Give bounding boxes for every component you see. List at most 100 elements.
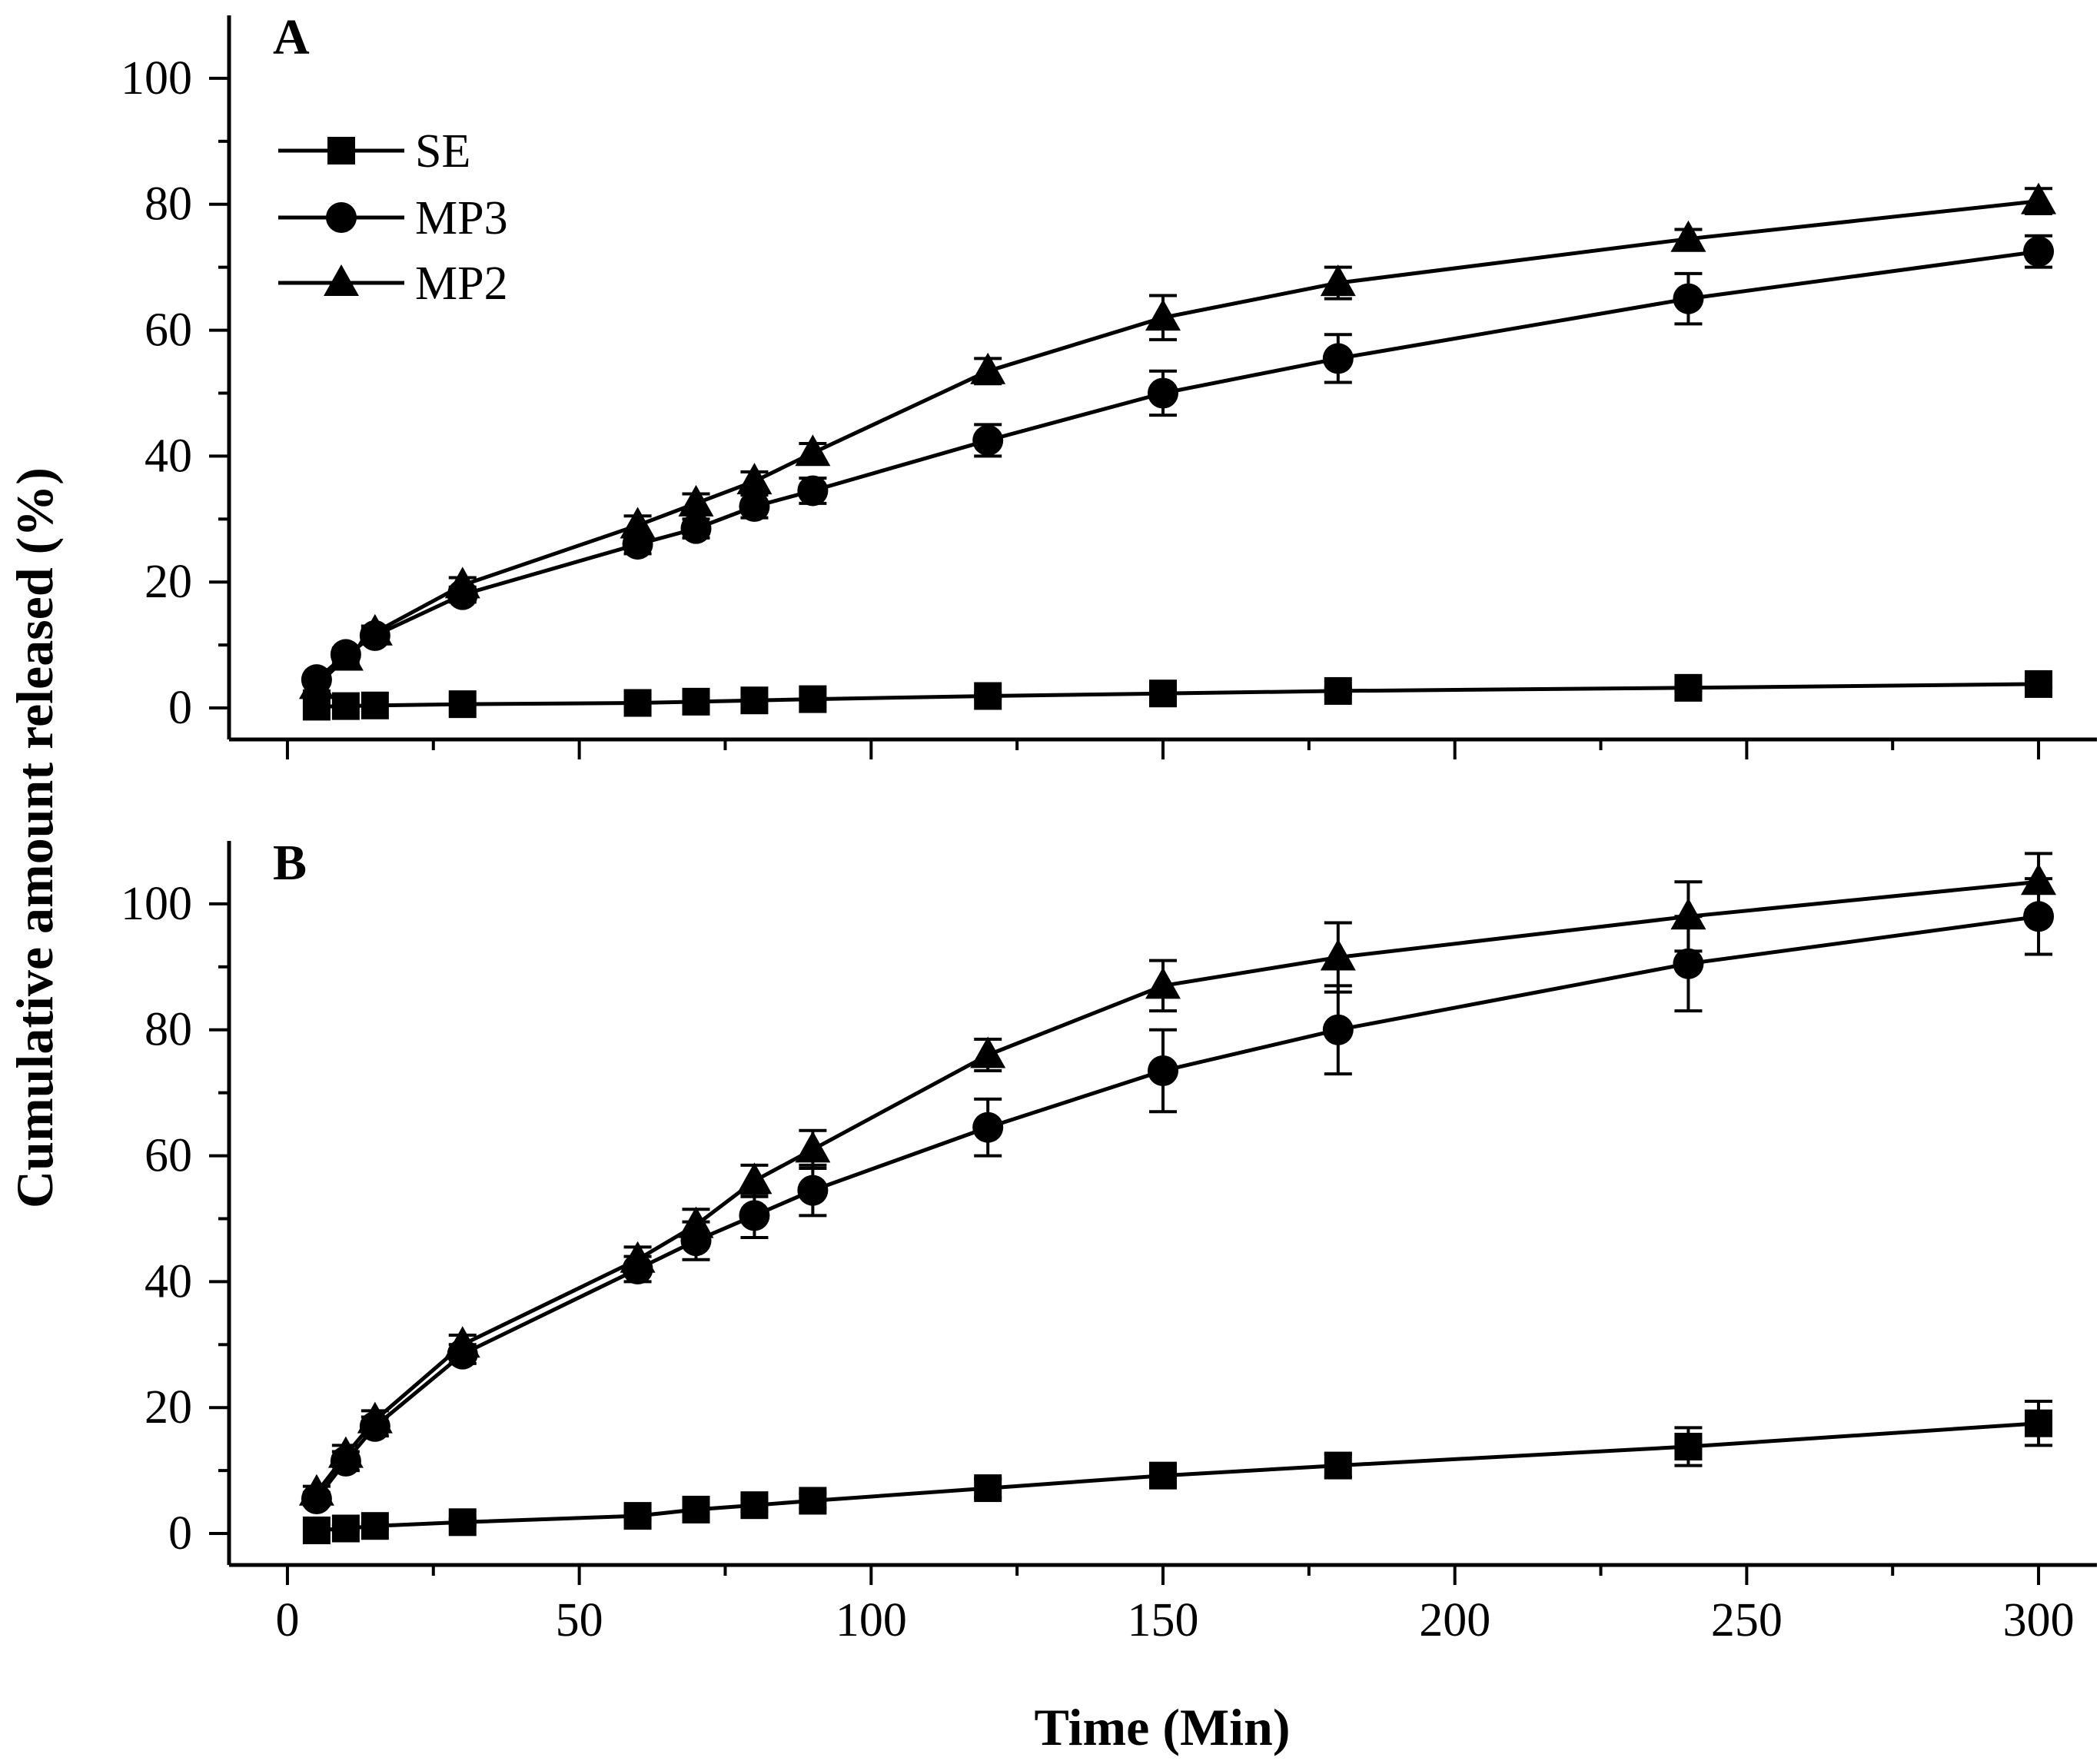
x-tick-label: 200 <box>1419 1594 1490 1646</box>
legend-label: MP3 <box>415 192 508 244</box>
panel-b-marks <box>298 852 2057 1544</box>
data-point-mp3 <box>2023 901 2055 932</box>
data-point-se <box>1324 676 1352 705</box>
data-point-mp3 <box>2023 236 2055 267</box>
data-point-mp2 <box>795 434 831 467</box>
data-point-mp3 <box>1322 343 1354 374</box>
data-point-se <box>799 1487 827 1515</box>
data-point-se <box>682 687 710 716</box>
data-point-mp2 <box>678 1206 714 1238</box>
data-point-mp3 <box>1322 1014 1354 1045</box>
data-point-mp3 <box>972 424 1004 456</box>
legend-marker-mp2 <box>324 264 359 296</box>
data-point-mp2 <box>736 1162 773 1194</box>
data-point-se <box>740 1491 769 1520</box>
y-tick-label: 40 <box>145 1255 192 1307</box>
data-point-mp2 <box>327 1436 364 1468</box>
data-point-mp2 <box>736 463 773 495</box>
panel-b-label: B <box>273 835 307 891</box>
x-tick-label: 50 <box>556 1594 603 1646</box>
data-point-se <box>448 1508 477 1537</box>
data-point-mp3 <box>739 490 770 522</box>
data-point-se <box>361 1512 389 1540</box>
data-point-se <box>623 1502 652 1530</box>
y-axis-title: Cumulative amount released (%) <box>5 467 64 1208</box>
data-point-mp2 <box>298 1474 334 1506</box>
data-point-mp2 <box>970 1036 1006 1068</box>
data-point-se <box>623 689 652 717</box>
data-point-mp2 <box>1320 264 1356 297</box>
data-point-se <box>2025 1409 2053 1437</box>
data-point-mp2 <box>1145 967 1181 999</box>
panel-a: A 0 20 40 60 80 100 SE MP3 MP2 <box>121 9 2097 759</box>
legend: SE MP3 MP2 <box>278 125 508 310</box>
x-tick-label: 100 <box>836 1594 907 1646</box>
data-point-mp2 <box>357 1401 393 1434</box>
data-point-mp2 <box>678 484 714 517</box>
data-point-se <box>740 686 769 715</box>
data-point-mp2 <box>620 507 656 539</box>
data-point-mp2 <box>795 1131 831 1163</box>
data-point-mp2 <box>327 639 364 671</box>
data-point-se <box>974 1474 1002 1503</box>
legend-marker-se <box>327 137 355 164</box>
data-point-se <box>2025 670 2053 698</box>
data-point-mp3 <box>1673 948 1704 979</box>
data-point-mp3 <box>1148 1055 1178 1086</box>
panel-a-label: A <box>273 9 310 65</box>
x-tick-label: 250 <box>1711 1594 1783 1646</box>
data-point-se <box>361 691 389 719</box>
x-axis-title: Time (Min) <box>1034 1698 1290 1756</box>
legend-entry-mp2: MP2 <box>278 258 508 310</box>
data-point-mp3 <box>680 513 712 544</box>
legend-entry-mp3: MP3 <box>278 192 508 244</box>
data-point-mp3 <box>797 1175 829 1206</box>
y-tick-label: 80 <box>145 178 192 231</box>
data-point-se <box>302 1516 331 1544</box>
legend-marker-mp3 <box>326 202 357 233</box>
data-point-mp2 <box>1670 898 1706 930</box>
y-tick-label: 20 <box>145 556 192 608</box>
data-point-mp2 <box>2021 863 2057 895</box>
data-point-mp2 <box>357 613 393 646</box>
y-tick-label: 20 <box>145 1381 192 1434</box>
y-tick-label: 0 <box>168 682 192 734</box>
y-tick-label: 80 <box>145 1004 192 1056</box>
data-point-mp2 <box>444 567 480 599</box>
data-point-mp2 <box>2021 182 2057 214</box>
data-point-mp2 <box>1145 299 1181 331</box>
data-point-se <box>1674 673 1703 702</box>
data-point-se <box>1149 679 1177 708</box>
y-tick-label: 0 <box>168 1507 192 1560</box>
data-point-mp2 <box>970 352 1006 384</box>
data-point-se <box>448 690 477 719</box>
panel-a-axes: 0 20 40 60 80 100 <box>121 15 2097 759</box>
data-point-mp2 <box>620 1241 656 1273</box>
data-point-mp2 <box>444 1326 480 1358</box>
panel-b-axes: 0 20 40 60 80 100 0 50 100 150 200 250 300 <box>121 841 2097 1646</box>
x-tick-label: 150 <box>1128 1594 1199 1646</box>
legend-label: SE <box>415 125 470 178</box>
y-tick-label: 100 <box>121 878 192 930</box>
y-tick-label: 60 <box>145 1130 192 1182</box>
y-tick-label: 60 <box>145 304 192 357</box>
data-point-mp2 <box>298 667 334 699</box>
data-point-mp3 <box>972 1111 1004 1143</box>
data-point-mp3 <box>1148 377 1178 409</box>
data-point-mp2 <box>1670 220 1706 252</box>
data-point-mp2 <box>1320 939 1356 971</box>
data-point-mp3 <box>797 475 829 507</box>
x-tick-label: 300 <box>2003 1594 2075 1646</box>
data-point-mp3 <box>1673 283 1704 314</box>
panel-b: B 0 20 40 60 80 100 0 50 100 150 200 250 300 <box>121 835 2097 1646</box>
y-tick-label: 100 <box>121 52 192 105</box>
data-point-se <box>682 1495 710 1523</box>
y-tick-label: 40 <box>145 430 192 482</box>
data-point-se <box>1674 1433 1703 1461</box>
legend-label: MP2 <box>415 258 508 310</box>
legend-entry-se: SE <box>278 125 470 178</box>
panel-a-marks <box>298 182 2057 721</box>
data-point-se <box>331 692 360 720</box>
data-point-mp3 <box>739 1200 770 1231</box>
